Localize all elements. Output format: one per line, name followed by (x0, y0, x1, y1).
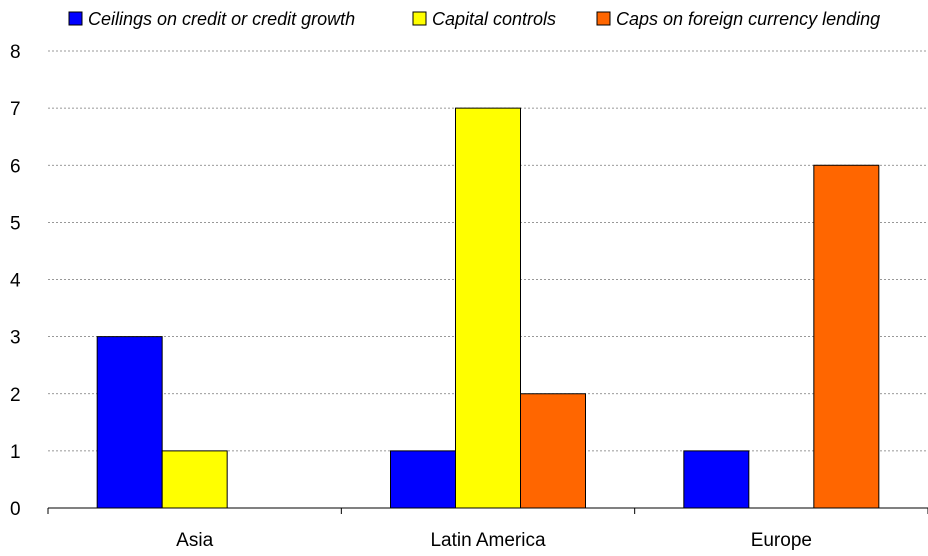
y-tick-label: 8 (10, 42, 21, 63)
bar (813, 164, 880, 509)
y-tick-label: 4 (10, 271, 21, 292)
legend-label: Capital controls (432, 9, 556, 29)
legend-label: Ceilings on credit or credit growth (88, 9, 355, 29)
y-tick-label: 6 (10, 156, 21, 177)
x-category-label: Latin America (430, 530, 546, 551)
y-tick-label: 5 (10, 213, 21, 234)
bars (96, 107, 880, 509)
y-tick-label: 7 (10, 99, 21, 120)
y-tick-label: 0 (10, 499, 21, 520)
legend: Ceilings on credit or credit growth Capit… (68, 9, 880, 29)
bar (455, 107, 521, 509)
axes (47, 507, 928, 514)
y-tick-label: 2 (10, 385, 21, 406)
x-category-label: Europe (751, 530, 812, 551)
x-axis-categories: Asia Latin America Europe (176, 530, 812, 551)
legend-swatch (596, 11, 611, 26)
bar (96, 336, 163, 509)
y-axis-ticks: 0 1 2 3 4 5 6 7 8 (10, 42, 21, 520)
y-tick-label: 3 (10, 328, 21, 349)
bar (161, 450, 228, 509)
legend-label: Caps on foreign currency lending (616, 9, 880, 29)
bar (390, 450, 456, 509)
bar (520, 393, 586, 509)
bar (683, 450, 750, 509)
legend-swatch (412, 11, 427, 26)
y-tick-label: 1 (10, 442, 21, 463)
x-category-label: Asia (176, 530, 213, 551)
legend-swatch (68, 11, 83, 26)
